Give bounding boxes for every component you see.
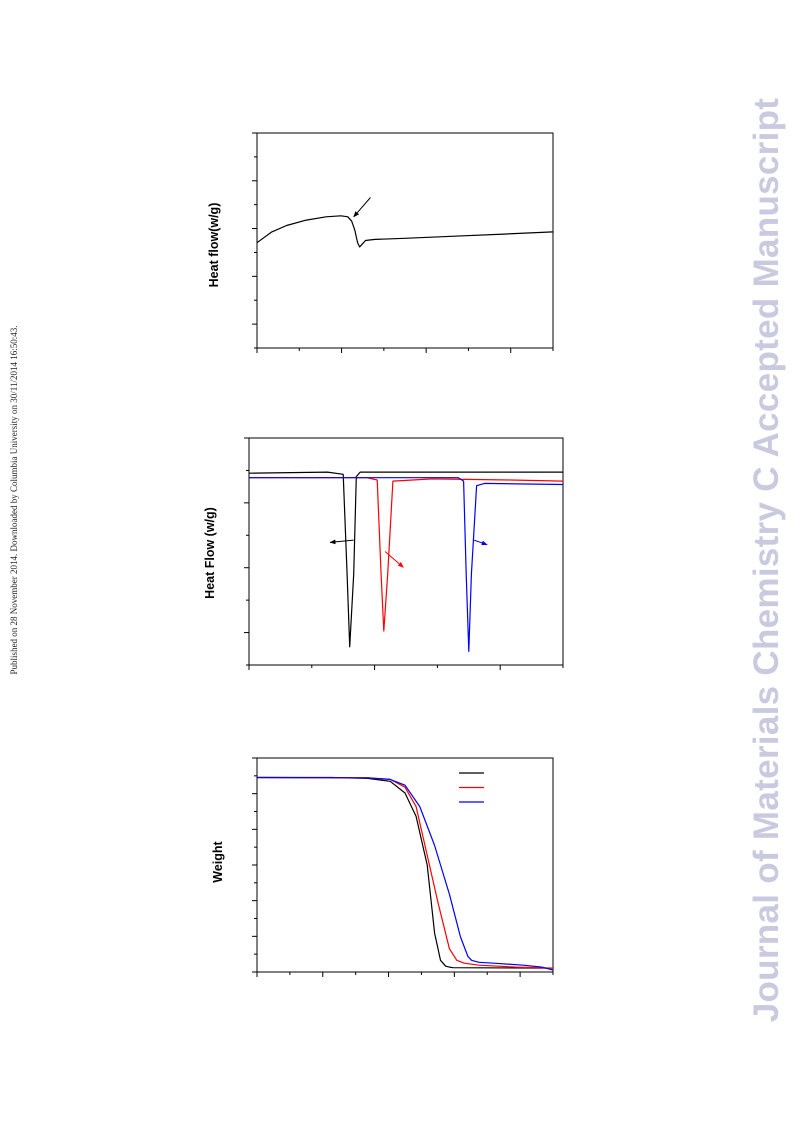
chart-2-series-3-line	[249, 477, 564, 653]
chart-3-series-1-line	[257, 776, 554, 969]
chart-2-annotation-arrow-3	[473, 539, 488, 546]
chart-1-series-1-line	[256, 215, 554, 248]
chart-2-series-2-line	[249, 477, 564, 632]
chart-3-series-3-line	[256, 776, 554, 971]
chart-2-series-1-line	[248, 471, 563, 648]
chart-2-annotation-arrow-2	[384, 551, 404, 568]
chart-1	[252, 132, 554, 353]
chart-3-frame	[256, 757, 554, 973]
chart-1-frame	[256, 132, 554, 349]
chart-2-frame	[248, 437, 564, 666]
chart-2-annotation-arrow-1	[329, 539, 354, 545]
chart-2	[244, 437, 564, 670]
chart-3	[252, 757, 554, 977]
chart-3-series-2-line	[256, 776, 554, 969]
chart-1-annotation-arrow-1	[353, 197, 371, 218]
